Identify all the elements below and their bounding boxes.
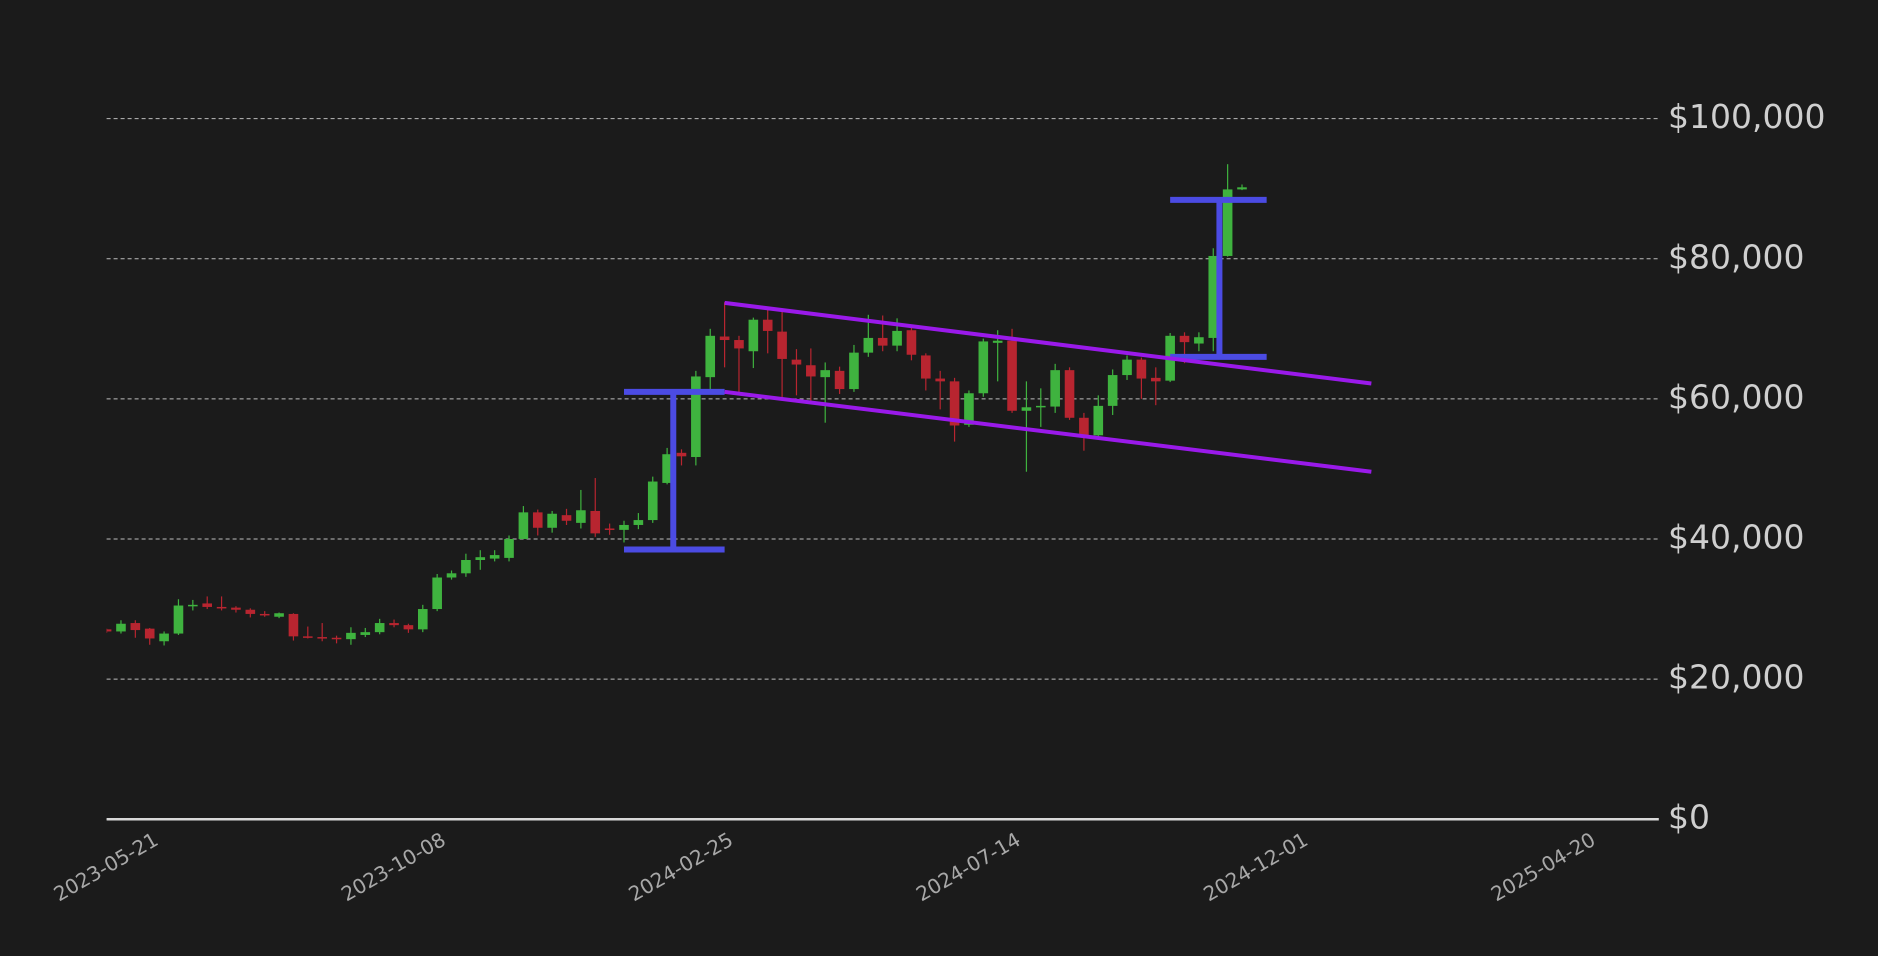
candle-body	[1237, 187, 1247, 190]
candle-body	[619, 524, 629, 530]
candle-body	[978, 341, 989, 394]
candle-body	[877, 337, 888, 346]
candle-body	[863, 337, 874, 353]
candle-body	[1150, 377, 1161, 382]
candle-body	[1050, 370, 1060, 407]
candle-body	[1208, 255, 1219, 338]
candle-body	[1194, 337, 1204, 344]
candle-body	[432, 577, 442, 610]
candle-body	[992, 340, 1003, 343]
candle-body	[417, 609, 428, 630]
candle-body	[676, 452, 687, 457]
candle-body	[1179, 335, 1190, 343]
y-tick-label: $0	[1668, 798, 1710, 837]
candle-body	[446, 573, 457, 578]
candle-body	[633, 520, 644, 525]
candle-body	[691, 376, 701, 458]
candle-body	[374, 623, 385, 633]
candle-body	[964, 393, 974, 425]
candle-body	[403, 625, 414, 630]
candle-body	[303, 636, 313, 638]
candle-body	[1222, 189, 1233, 256]
candle-body	[820, 370, 831, 378]
candle-body	[130, 623, 141, 631]
candle-body	[949, 381, 960, 426]
candle-body	[116, 623, 126, 632]
candle-body	[1064, 370, 1075, 418]
candle-body	[590, 510, 601, 534]
candle-body	[461, 559, 471, 574]
candle-body	[532, 512, 543, 528]
y-tick-label: $20,000	[1668, 658, 1804, 697]
candle-body	[892, 330, 902, 346]
candle-body	[288, 613, 299, 637]
candle-body	[906, 330, 917, 355]
candle-body	[231, 607, 241, 610]
candle-body	[331, 637, 342, 640]
candle-body	[259, 613, 270, 616]
candle-body	[849, 352, 859, 390]
y-tick-label: $80,000	[1668, 237, 1804, 276]
candle-body	[159, 633, 169, 642]
candle-body	[762, 319, 773, 331]
candle-body	[317, 637, 327, 639]
candle-body	[274, 613, 284, 617]
candle-body	[1107, 375, 1118, 406]
candle-body	[518, 512, 529, 539]
candle-body	[1035, 405, 1046, 408]
candle-body	[806, 365, 816, 377]
candle-body	[1007, 340, 1017, 411]
candle-body	[705, 335, 716, 378]
candle-body	[935, 378, 945, 382]
annotation-line	[724, 389, 1372, 474]
candle-body	[791, 359, 802, 365]
candle-body	[1079, 417, 1089, 436]
candle-body	[1122, 359, 1132, 376]
candle-body	[346, 632, 356, 640]
candle-body	[475, 557, 486, 560]
candle-body	[144, 628, 155, 639]
candle-body	[216, 606, 227, 609]
y-tick-label: $40,000	[1668, 517, 1804, 556]
candle-body	[360, 632, 371, 635]
candle-body	[202, 603, 213, 607]
candle-body	[547, 513, 557, 528]
candle-body	[489, 555, 500, 559]
y-tick-label: $100,000	[1668, 97, 1825, 136]
candle-body	[188, 604, 198, 607]
plot-area	[106, 164, 1247, 646]
annotation-line	[724, 300, 1372, 386]
candle-body	[504, 538, 514, 558]
candle-body	[1021, 407, 1032, 411]
candle-body	[921, 355, 931, 379]
candle-body	[734, 340, 744, 349]
candle-body	[662, 454, 672, 483]
candle-body	[748, 319, 759, 352]
candle-body	[647, 481, 658, 521]
candle-body	[1136, 359, 1147, 379]
candle-body	[245, 609, 256, 614]
candle-body	[1093, 405, 1104, 436]
candle-body	[106, 629, 112, 632]
candle-body	[719, 336, 730, 341]
candle-body	[834, 370, 845, 390]
candle-body	[173, 605, 184, 634]
y-tick-label: $60,000	[1668, 377, 1804, 416]
candle-body	[561, 515, 572, 521]
candle-body	[604, 528, 615, 530]
candle-body	[777, 331, 787, 359]
candle-body	[576, 510, 586, 523]
candle-body	[389, 623, 399, 626]
